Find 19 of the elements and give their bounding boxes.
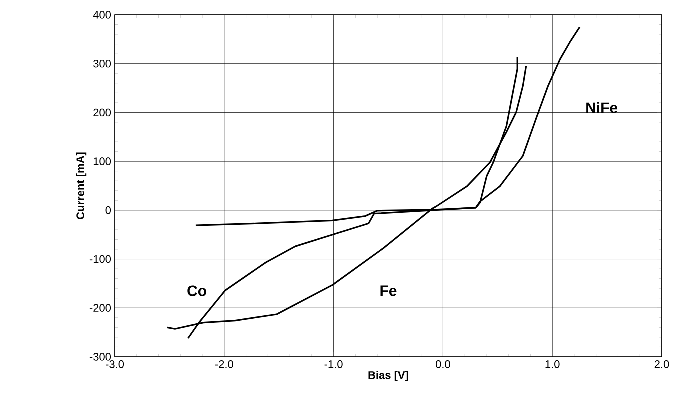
x-tick-label: -3.0 <box>106 360 124 368</box>
y-tick-label: -300 <box>90 353 112 361</box>
x-tick-label: 0.0 <box>436 360 450 368</box>
y-tick-label: 0 <box>106 206 112 214</box>
x-tick-label: 2.0 <box>654 360 670 368</box>
y-tick-label: 400 <box>93 11 112 19</box>
y-tick-label: 100 <box>94 158 112 166</box>
x-tick-label: -1.0 <box>324 360 343 368</box>
series-label: Fe <box>380 286 397 296</box>
series-label: Co <box>188 286 206 296</box>
x-axis-title: Bias [V] <box>368 371 408 382</box>
y-tick-label: -100 <box>90 255 112 264</box>
y-tick-label: 200 <box>94 108 112 117</box>
text: NiFe <box>586 102 618 114</box>
y-tick-label: -200 <box>90 304 112 312</box>
y-axis-title: Current [mA] <box>76 152 87 220</box>
y-tick-label: 300 <box>94 60 112 68</box>
x-tick-label: 1.0 <box>546 360 560 368</box>
x-tick-label: -2.0 <box>215 360 234 368</box>
